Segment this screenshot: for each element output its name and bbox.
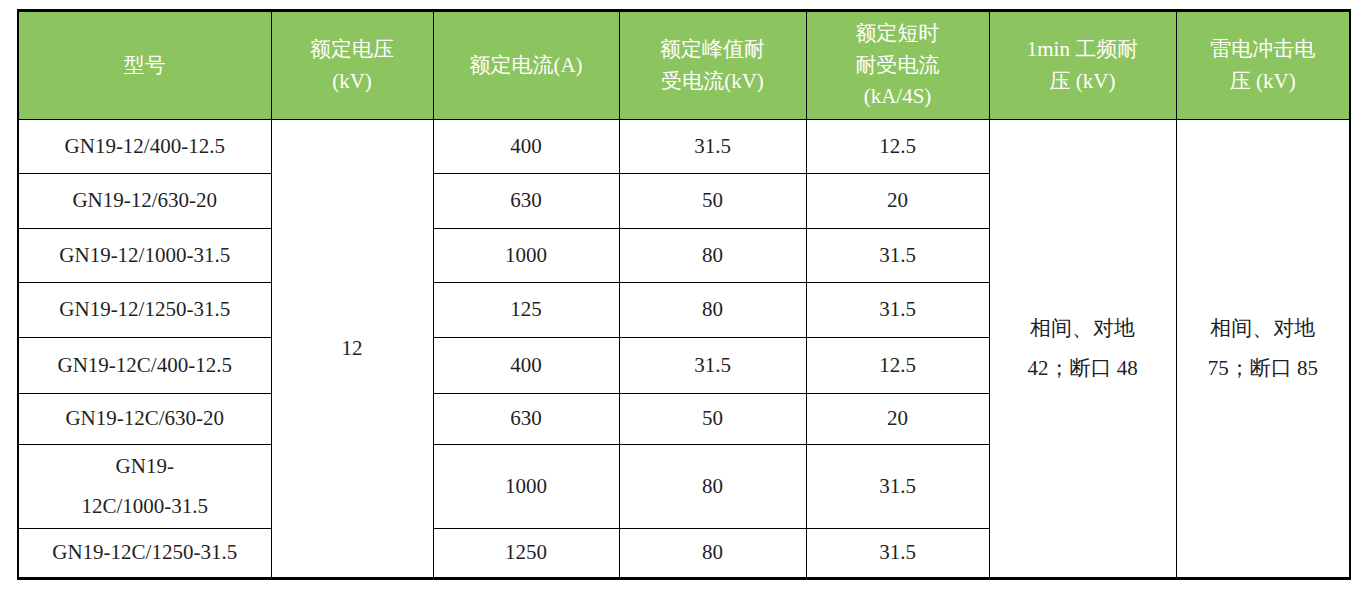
- cell-model: GN19-12/630-20: [18, 174, 271, 229]
- table-row: GN19-12/400-12.5 12 400 31.5 12.5 相间、对地 …: [18, 120, 1350, 174]
- cell-peak-withstand: 50: [619, 174, 806, 229]
- cell-short-time-withstand: 12.5: [806, 120, 989, 174]
- col-header-rated-current: 额定电流(A): [433, 11, 619, 120]
- cell-short-time-withstand: 31.5: [806, 283, 989, 338]
- cell-model: GN19-12/1250-31.5: [18, 283, 271, 338]
- cell-rated-current: 1000: [433, 445, 619, 529]
- col-header-short-time-withstand-current: 额定短时 耐受电流 (kA/4S): [806, 11, 989, 120]
- cell-peak-withstand: 80: [619, 529, 806, 579]
- cell-rated-current: 630: [433, 394, 619, 445]
- spec-table-body: GN19-12/400-12.5 12 400 31.5 12.5 相间、对地 …: [18, 120, 1350, 579]
- cell-rated-current: 125: [433, 283, 619, 338]
- cell-short-time-withstand: 12.5: [806, 338, 989, 394]
- cell-short-time-withstand: 20: [806, 394, 989, 445]
- cell-rated-current: 400: [433, 338, 619, 394]
- col-header-rated-voltage: 额定电压 (kV): [271, 11, 433, 120]
- header-row: 型号 额定电压 (kV) 额定电流(A) 额定峰值耐 受电流(kV) 额定短时 …: [18, 11, 1350, 120]
- cell-power-frequency-merged: 相间、对地 42；断口 48: [989, 120, 1176, 579]
- cell-short-time-withstand: 20: [806, 174, 989, 229]
- cell-peak-withstand: 31.5: [619, 338, 806, 394]
- cell-model: GN19- 12C/1000-31.5: [18, 445, 271, 529]
- cell-peak-withstand: 50: [619, 394, 806, 445]
- spec-table-header: 型号 额定电压 (kV) 额定电流(A) 额定峰值耐 受电流(kV) 额定短时 …: [18, 11, 1350, 120]
- col-header-peak-withstand-current: 额定峰值耐 受电流(kV): [619, 11, 806, 120]
- cell-lightning-impulse-merged: 相间、对地 75；断口 85: [1176, 120, 1350, 579]
- cell-rated-voltage-merged: 12: [271, 120, 433, 579]
- col-header-model: 型号: [18, 11, 271, 120]
- cell-rated-current: 1000: [433, 229, 619, 283]
- cell-model: GN19-12C/400-12.5: [18, 338, 271, 394]
- cell-short-time-withstand: 31.5: [806, 529, 989, 579]
- spec-table: 型号 额定电压 (kV) 额定电流(A) 额定峰值耐 受电流(kV) 额定短时 …: [17, 9, 1351, 580]
- cell-peak-withstand: 80: [619, 229, 806, 283]
- cell-model: GN19-12C/630-20: [18, 394, 271, 445]
- cell-model: GN19-12/1000-31.5: [18, 229, 271, 283]
- cell-rated-current: 1250: [433, 529, 619, 579]
- cell-rated-current: 400: [433, 120, 619, 174]
- col-header-power-frequency-withstand-voltage: 1min 工频耐 压 (kV): [989, 11, 1176, 120]
- cell-peak-withstand: 80: [619, 445, 806, 529]
- cell-rated-current: 630: [433, 174, 619, 229]
- cell-peak-withstand: 31.5: [619, 120, 806, 174]
- cell-model: GN19-12C/1250-31.5: [18, 529, 271, 579]
- col-header-lightning-impulse-voltage: 雷电冲击电 压 (kV): [1176, 11, 1350, 120]
- cell-peak-withstand: 80: [619, 283, 806, 338]
- cell-short-time-withstand: 31.5: [806, 445, 989, 529]
- cell-model: GN19-12/400-12.5: [18, 120, 271, 174]
- cell-short-time-withstand: 31.5: [806, 229, 989, 283]
